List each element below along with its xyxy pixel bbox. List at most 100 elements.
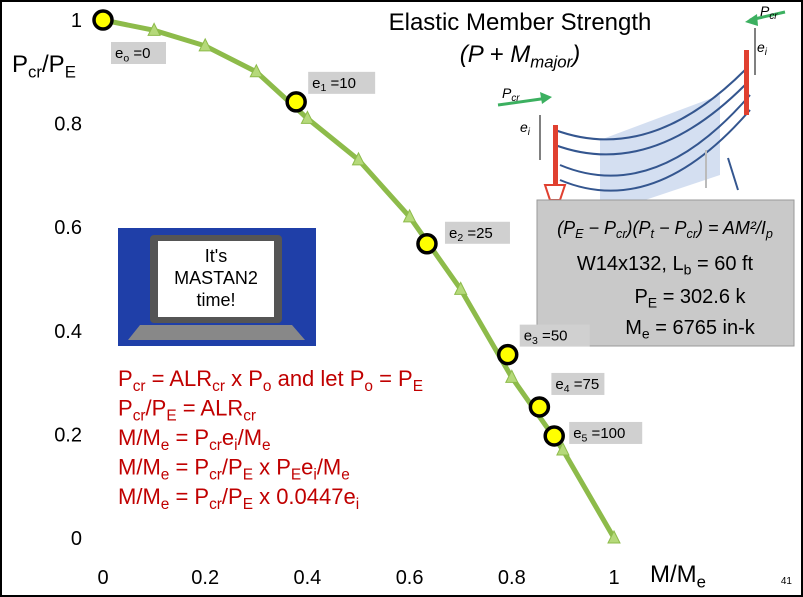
subscript: i — [234, 437, 237, 454]
subscript: 2 — [457, 232, 463, 244]
point-marker — [528, 396, 551, 418]
subscript: cr — [133, 378, 146, 395]
subscript: e — [161, 437, 170, 454]
load-arrow-head — [745, 14, 758, 26]
subscript: 1 — [321, 82, 327, 94]
point-label: e3 =50 — [524, 328, 568, 347]
y-tick-label: 0.2 — [54, 424, 82, 446]
x-tick-label: 0.8 — [498, 567, 526, 589]
y-tick-label: 0 — [71, 528, 82, 550]
point-label: eo =0 — [115, 45, 150, 64]
x-tick-label: 0.2 — [191, 567, 219, 589]
subscript: o — [263, 378, 272, 395]
triangle-marker — [249, 63, 264, 78]
point-label: e2 =25 — [449, 225, 493, 244]
text-segment: = 60 ft — [691, 253, 753, 275]
x-tick-label: 0.6 — [396, 567, 424, 589]
text-segment: /P — [222, 484, 243, 509]
subscript: cr — [209, 466, 222, 483]
text-segment: = ALR — [146, 366, 213, 391]
laptop-text: MASTAN2 — [174, 268, 258, 288]
subscript: e — [341, 466, 350, 483]
text-segment: = P — [169, 425, 209, 450]
x-tick-label: 1 — [608, 567, 619, 589]
subscript: e — [262, 437, 271, 454]
triangle-marker — [300, 110, 315, 124]
triangle-marker — [402, 208, 417, 223]
subscript: cr — [687, 227, 698, 241]
point-label: e5 =100 — [573, 425, 625, 444]
text-segment: /M — [238, 425, 262, 450]
text-segment: M/M — [118, 455, 161, 480]
text-segment: M/M — [650, 561, 697, 588]
label-box — [519, 324, 590, 347]
text-segment: (P + M — [460, 41, 530, 68]
text-segment: = P — [169, 455, 209, 480]
subscript: cr — [212, 378, 225, 395]
text-segment: =0 — [129, 45, 150, 62]
subscript: b — [684, 261, 692, 277]
y-axis-label: Pcr/PE — [12, 51, 76, 81]
subscript: o — [364, 378, 373, 395]
subscript: major — [530, 52, 573, 71]
subscript: cr — [133, 407, 146, 424]
text-segment: e — [757, 39, 765, 55]
laptop-text: time! — [196, 290, 235, 310]
beam-edge — [559, 109, 751, 192]
subscript: i — [765, 47, 768, 58]
info-line: Me = 6765 in-k — [625, 317, 756, 341]
subscript: cr — [243, 407, 256, 424]
text-segment: W14x132, L — [577, 253, 684, 275]
text-segment: e — [449, 225, 457, 242]
point-label: e1 =10 — [312, 75, 356, 94]
point-marker — [496, 343, 519, 366]
subscript: cr — [511, 93, 520, 104]
text-segment: e — [301, 455, 313, 480]
column — [553, 125, 558, 185]
text-segment: e — [115, 45, 123, 62]
subscript: E — [413, 378, 423, 395]
text-segment: ) — [569, 41, 580, 68]
subscript: E — [291, 466, 301, 483]
x-axis-label: M/Me — [650, 561, 706, 591]
subscript: cr — [616, 227, 627, 241]
scale-bar — [727, 157, 739, 191]
subscript: p — [765, 227, 773, 241]
info-line: W14x132, Lb = 60 ft — [577, 253, 754, 277]
text-segment: /P — [222, 455, 243, 480]
text-segment: ) = AM²/I — [695, 218, 766, 238]
text-segment: =25 — [463, 225, 493, 242]
text-segment: (P — [557, 218, 575, 238]
subscript: e — [642, 325, 650, 341]
text-segment: /M — [317, 455, 341, 480]
text-segment: =10 — [326, 75, 356, 92]
label-box — [569, 421, 643, 444]
text-segment: P — [634, 286, 647, 308]
subscript: i — [528, 127, 531, 138]
text-segment: and let P — [271, 366, 364, 391]
text-segment: e — [555, 376, 563, 393]
formula: M/Me = Pcrei/Me — [118, 425, 271, 454]
text-segment: = 6765 in-k — [650, 317, 756, 339]
subscript: e — [161, 496, 170, 513]
y-tick-label: 0.8 — [54, 114, 82, 136]
text-segment: =50 — [538, 328, 568, 345]
point-marker — [543, 425, 565, 447]
subscript: cr — [209, 437, 222, 454]
load-arrow-head — [540, 92, 552, 104]
subscript: E — [166, 407, 176, 424]
text-segment: = 302.6 k — [657, 286, 746, 308]
subscript: e — [697, 572, 706, 591]
text-segment: /P — [146, 396, 167, 421]
text-segment: − P — [654, 218, 687, 238]
beam-edge — [559, 94, 751, 177]
text-segment: M — [625, 317, 642, 339]
beam-edge — [554, 69, 746, 141]
text-segment: e — [524, 328, 532, 345]
laptop-image — [118, 228, 316, 346]
formula: Pcr = ALRcr x Po and let Po = PE — [118, 366, 423, 395]
subscript: E — [243, 466, 253, 483]
triangle-marker — [198, 37, 213, 52]
text-segment: =100 — [587, 425, 625, 442]
text-segment: P — [118, 396, 133, 421]
